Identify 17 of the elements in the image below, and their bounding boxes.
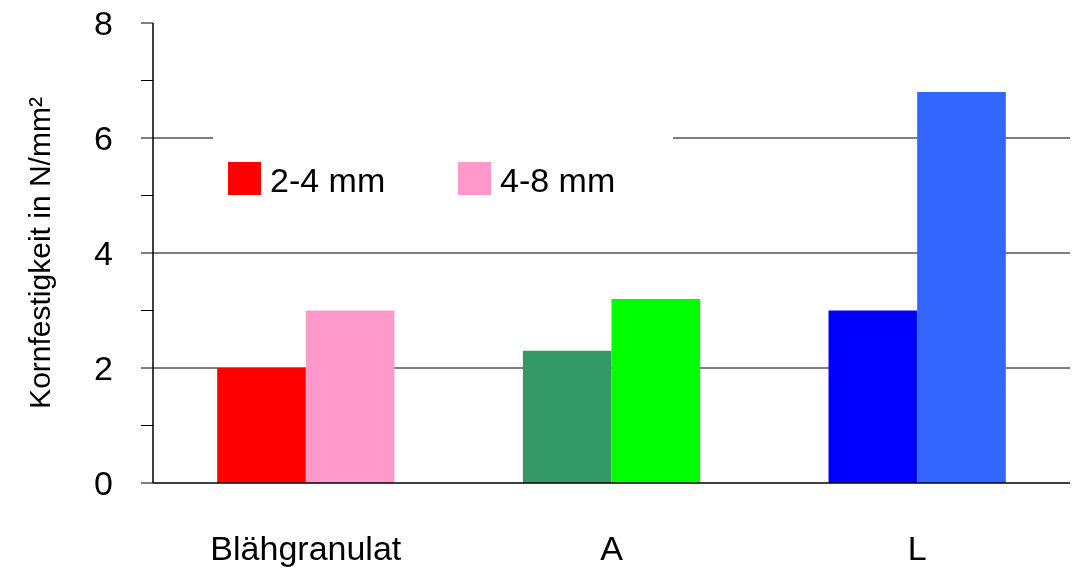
x-tick-label: Blähgranulat <box>210 529 402 567</box>
y-axis-title: Kornfestigkeit in N/mm² <box>23 97 56 409</box>
y-tick-label: 0 <box>94 463 113 502</box>
legend-label: 2-4 mm <box>270 160 386 199</box>
x-tick-label: L <box>907 529 927 567</box>
legend-label: 4-8 mm <box>500 160 616 199</box>
y-tick-label: 6 <box>94 118 113 157</box>
bar <box>828 310 918 483</box>
y-tick-label: 8 <box>94 3 113 42</box>
bar <box>522 350 612 483</box>
bar <box>917 92 1006 483</box>
x-tick-label: A <box>600 529 624 567</box>
bar <box>217 368 306 483</box>
bar <box>305 310 395 483</box>
y-tick-label: 2 <box>94 348 113 387</box>
bar <box>611 299 701 483</box>
y-tick-label: 4 <box>94 233 113 272</box>
